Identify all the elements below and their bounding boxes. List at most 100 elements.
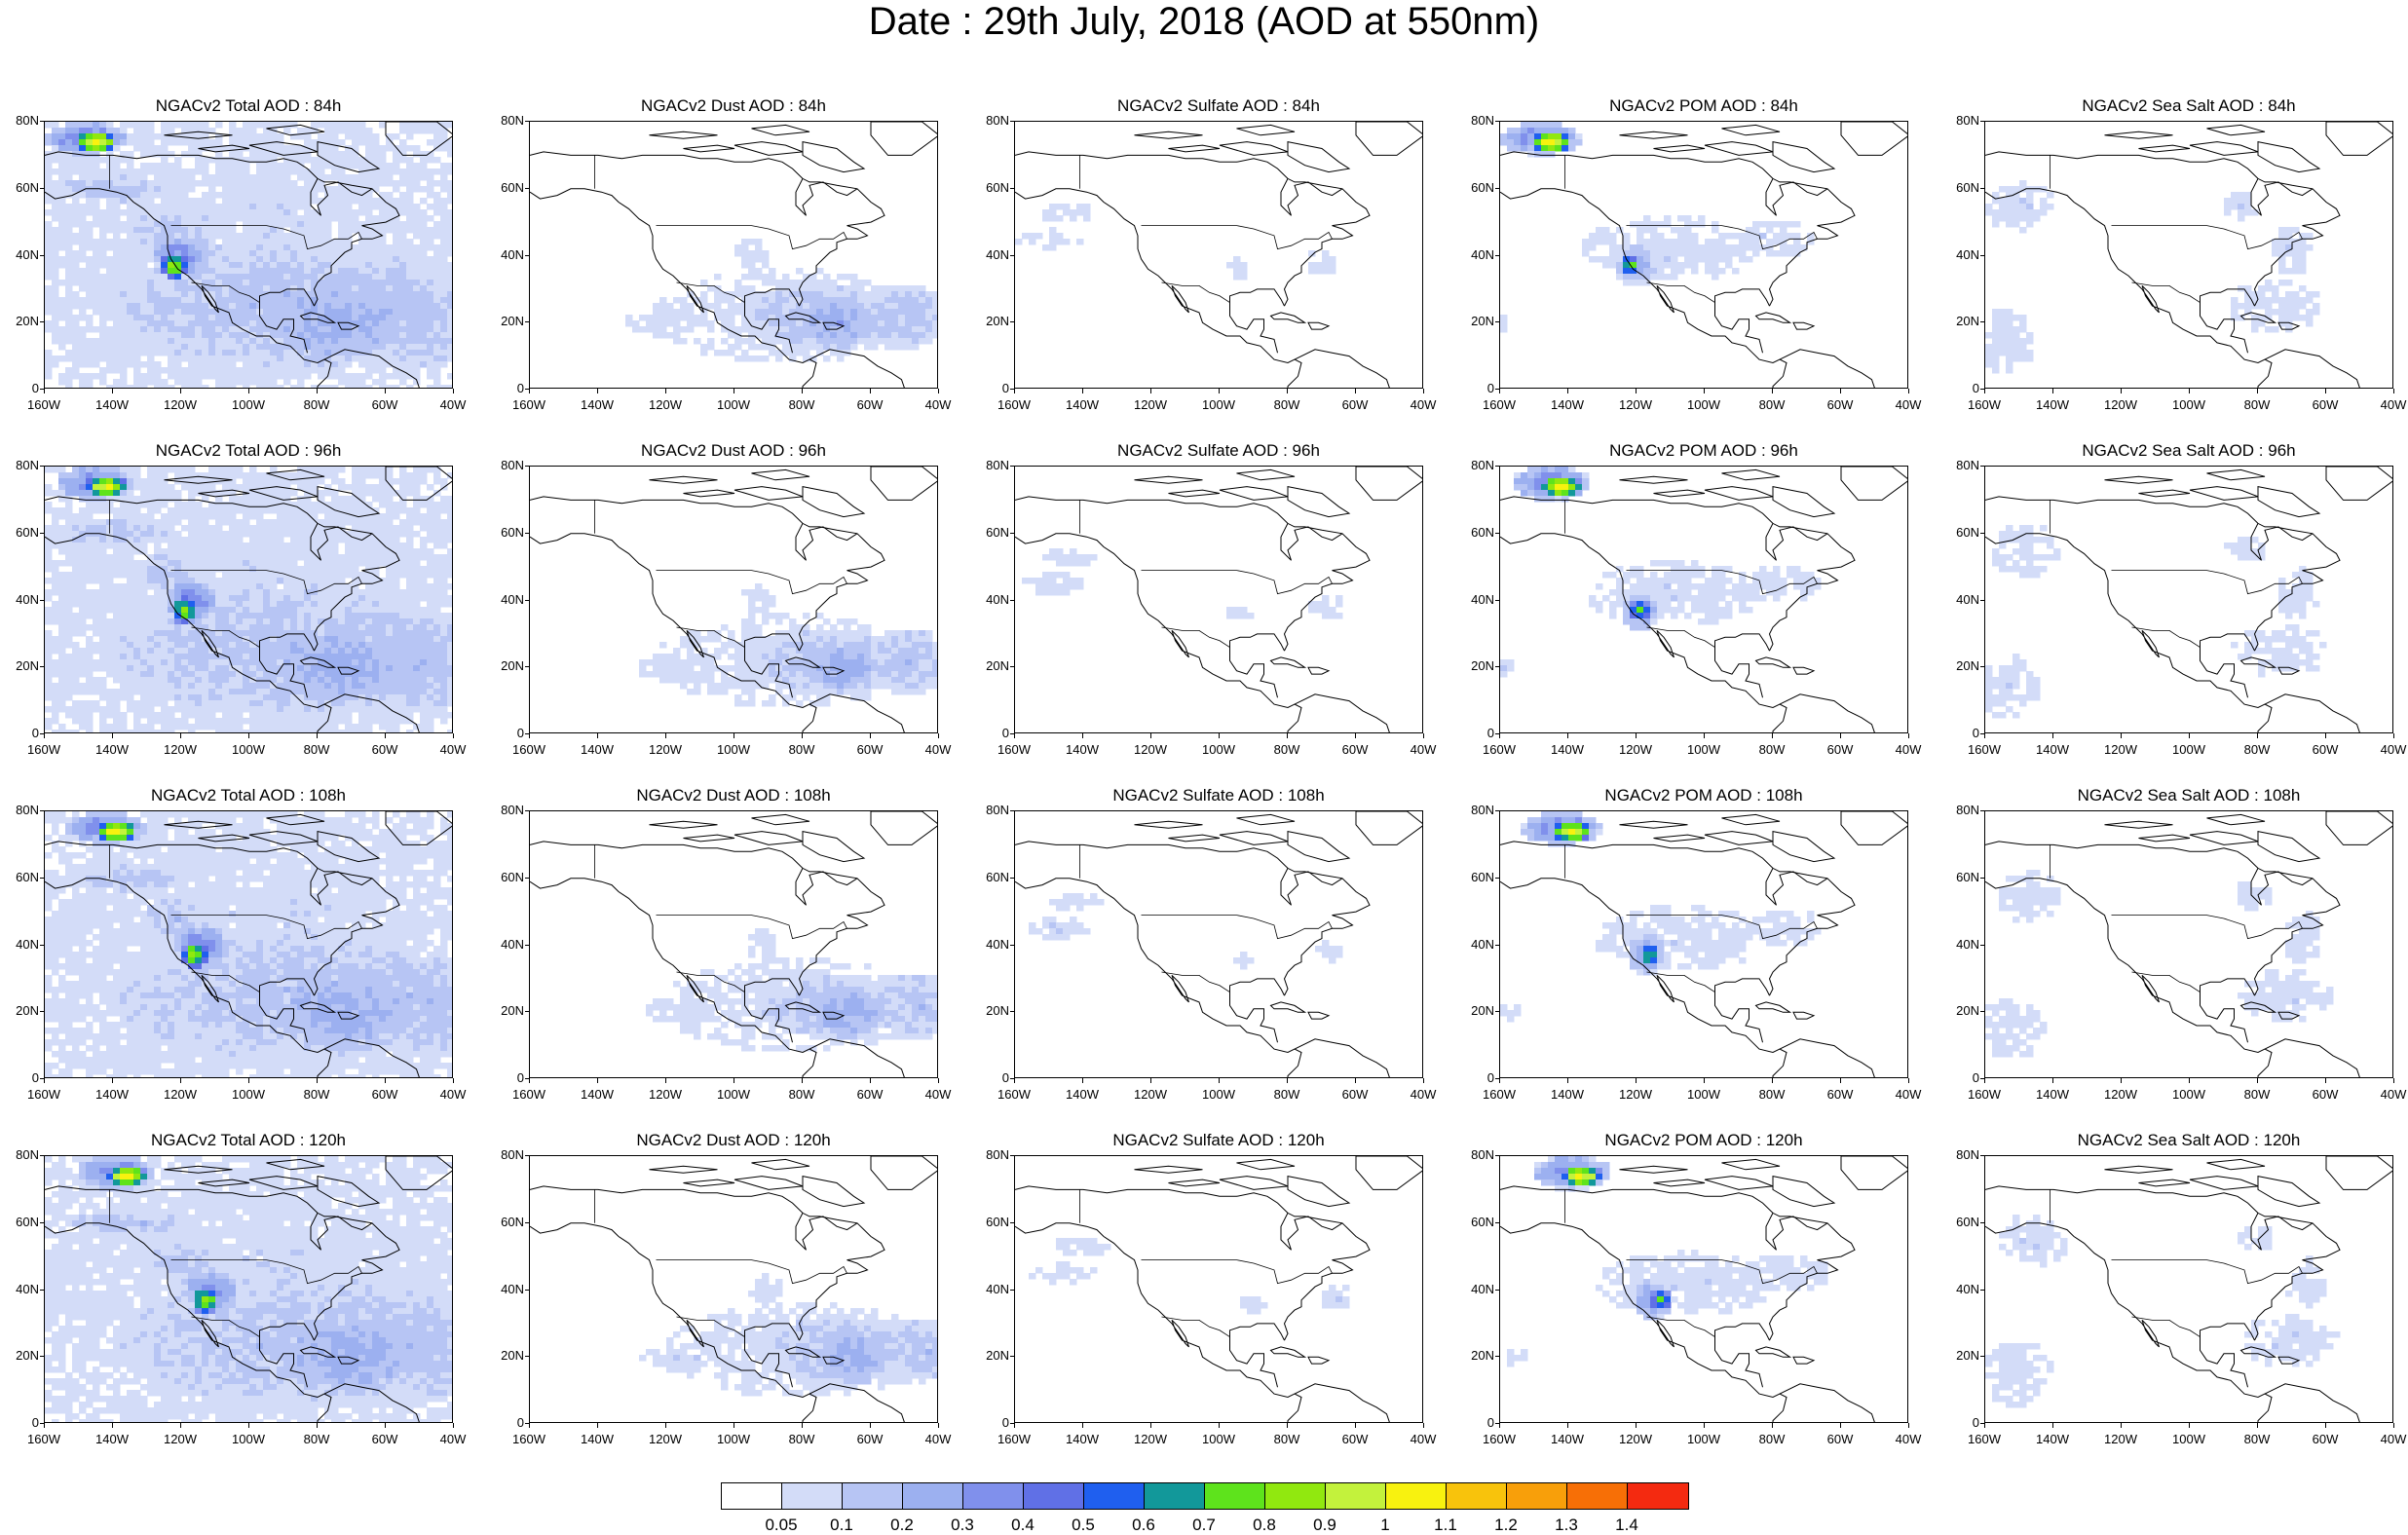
- lon-tick-label: 80W: [2234, 743, 2280, 757]
- lat-tick-label: 0: [1940, 1071, 1979, 1085]
- lon-tick-label: 100W: [710, 1088, 757, 1102]
- lat-tick-label: 40N: [1940, 248, 1979, 262]
- lat-tick: [525, 1356, 529, 1357]
- lon-tick-label: 160W: [1476, 743, 1523, 757]
- lat-tick: [1495, 121, 1499, 122]
- lon-tick: [2393, 1078, 2394, 1083]
- lat-tick: [40, 188, 44, 189]
- coastline: [2251, 868, 2313, 905]
- colorbar-swatch: [1628, 1483, 1688, 1509]
- colorbar-swatch: [1326, 1483, 1386, 1509]
- lat-tick-label: 60N: [1940, 181, 1979, 195]
- lon-tick: [2257, 389, 2258, 393]
- coastline: [1288, 1177, 1349, 1207]
- lat-tick-label: 60N: [1455, 181, 1494, 195]
- coastline: [1356, 467, 1423, 500]
- colorbar-label: 1.4: [1598, 1516, 1656, 1535]
- lat-tick-label: 20N: [1940, 1004, 1979, 1018]
- lon-tick-label: 40W: [1885, 1433, 1932, 1446]
- lat-tick-label: 60N: [970, 181, 1009, 195]
- aod-field: [646, 928, 938, 1052]
- coastline: [684, 490, 735, 497]
- lat-tick-label: 60N: [970, 871, 1009, 884]
- lon-tick: [1150, 733, 1151, 738]
- lat-tick: [525, 600, 529, 601]
- coastline: [1620, 476, 1688, 483]
- lon-tick: [1840, 1423, 1841, 1428]
- lon-tick-label: 140W: [574, 743, 621, 757]
- lon-tick-label: 80W: [1749, 1433, 1795, 1446]
- lon-tick: [1014, 733, 1015, 738]
- coastline: [803, 142, 864, 172]
- colorbar-label: 0.8: [1235, 1516, 1294, 1535]
- lon-tick: [1840, 1078, 1841, 1083]
- coastline: [1841, 467, 1908, 500]
- lon-tick-label: 100W: [710, 1433, 757, 1446]
- lon-tick-label: 160W: [20, 1433, 67, 1446]
- lat-tick: [525, 188, 529, 189]
- coastline: [2251, 178, 2313, 215]
- lon-tick: [802, 733, 803, 738]
- coastline: [1135, 821, 1203, 828]
- coastline: [1135, 476, 1203, 483]
- lat-tick: [1010, 188, 1014, 189]
- coastline: [1169, 835, 1221, 842]
- aod-field: [1985, 525, 2327, 719]
- lon-tick-label: 140W: [89, 743, 135, 757]
- lon-tick-label: 100W: [1195, 1433, 1242, 1446]
- lon-tick-label: 80W: [1263, 743, 1310, 757]
- coastline: [2132, 972, 2201, 992]
- lon-tick: [2121, 389, 2122, 393]
- lat-tick: [525, 878, 529, 879]
- coastline: [2265, 1039, 2360, 1078]
- lat-tick-label: 20N: [485, 1004, 524, 1018]
- lon-tick: [2052, 1078, 2053, 1083]
- coastline: [2265, 694, 2360, 733]
- lon-tick: [1908, 389, 1909, 393]
- lat-tick: [1980, 121, 1984, 122]
- lon-tick-label: 100W: [1195, 743, 1242, 757]
- lon-tick: [2189, 1078, 2190, 1083]
- lat-tick-label: 20N: [485, 1349, 524, 1363]
- coastline: [1220, 142, 1288, 156]
- lat-tick-label: 40N: [1455, 938, 1494, 952]
- coastline: [2105, 821, 2173, 828]
- lon-tick-label: 100W: [2165, 398, 2212, 412]
- lat-tick: [1495, 666, 1499, 667]
- lon-tick-label: 160W: [1961, 398, 2008, 412]
- coastline: [1220, 832, 1288, 845]
- lat-tick: [40, 600, 44, 601]
- coastline: [752, 469, 810, 479]
- lon-tick-label: 40W: [1400, 398, 1447, 412]
- colorbar-swatch: [1084, 1483, 1145, 1509]
- map-panel-dust-120h: [529, 1155, 938, 1423]
- lat-tick: [1980, 533, 1984, 534]
- lon-tick-label: 140W: [574, 1433, 621, 1446]
- coastline: [1793, 667, 1814, 674]
- coastline: [1308, 322, 1329, 329]
- lat-tick: [40, 1356, 44, 1357]
- coastline: [796, 178, 857, 215]
- lon-tick-label: 100W: [2165, 743, 2212, 757]
- lon-tick-label: 40W: [430, 1433, 476, 1446]
- coastline: [2190, 832, 2258, 845]
- figure-title: Date : 29th July, 2018 (AOD at 550nm): [0, 0, 2408, 43]
- coastline: [1142, 571, 1333, 594]
- coastline: [1169, 490, 1221, 497]
- lon-tick-label: 80W: [293, 1433, 340, 1446]
- lat-tick-label: 60N: [1455, 526, 1494, 540]
- lat-tick: [1495, 1356, 1499, 1357]
- lat-tick-label: 0: [970, 1416, 1009, 1430]
- lat-tick-label: 80N: [970, 114, 1009, 128]
- lon-tick-label: 40W: [1885, 398, 1932, 412]
- map-panel-seasalt-96h: [1984, 466, 2393, 733]
- lon-tick-label: 80W: [1749, 398, 1795, 412]
- lat-tick-label: 60N: [485, 871, 524, 884]
- aod-field: [1029, 893, 1343, 970]
- lon-tick: [665, 733, 666, 738]
- lat-tick: [1980, 666, 1984, 667]
- coastline: [1793, 1357, 1814, 1364]
- lon-tick-label: 100W: [2165, 1088, 2212, 1102]
- coastline: [1288, 487, 1349, 517]
- lat-tick: [1010, 878, 1014, 879]
